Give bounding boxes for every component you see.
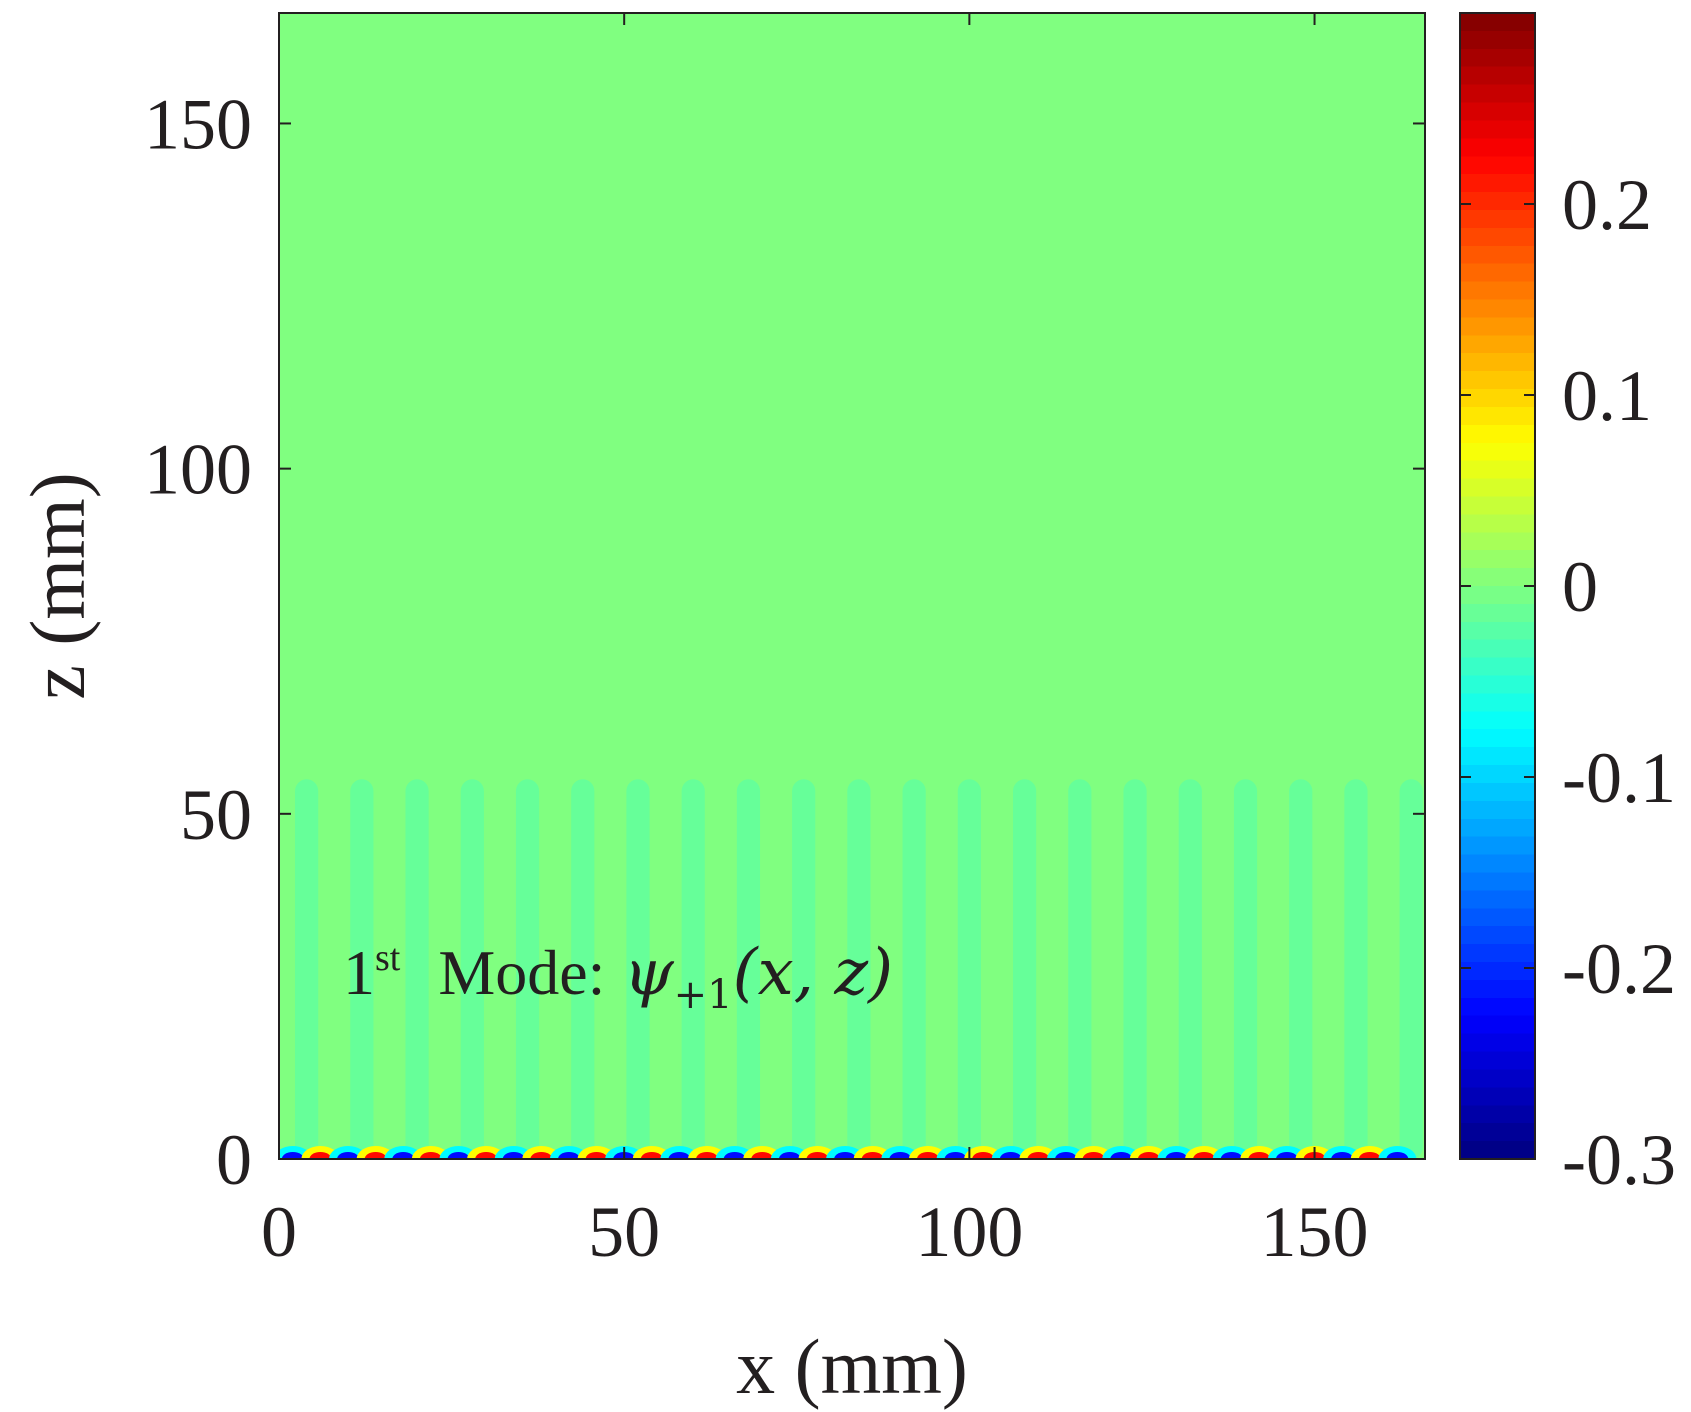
field-column: [571, 779, 595, 1159]
plot-area: [279, 13, 1425, 1159]
surface-cell: [778, 1152, 801, 1159]
colorbar-fill: [1459, 12, 1536, 1160]
field-column: [902, 779, 926, 1159]
surface-cell: [364, 1152, 387, 1159]
colorbar-tick-label: -0.3: [1562, 1120, 1676, 1200]
x-tick-label: 150: [1261, 1192, 1369, 1272]
surface-cell: [557, 1152, 580, 1159]
plot-frame: [278, 12, 1426, 1160]
field-column: [1233, 779, 1258, 1159]
field-column: [1012, 779, 1037, 1159]
field-column: [792, 779, 816, 1159]
field-column: [295, 779, 319, 1159]
annotation-label: Mode:: [438, 937, 605, 1008]
surface-cell: [337, 1152, 360, 1159]
surface-cell: [696, 1152, 719, 1159]
y-axis-label: z (mm): [14, 472, 101, 699]
surface-cell: [861, 1152, 884, 1159]
surface-cell: [1220, 1152, 1243, 1159]
surface-cell: [1165, 1152, 1188, 1159]
field-column: [1289, 779, 1313, 1159]
surface-cell: [889, 1152, 912, 1159]
surface-cell: [1331, 1152, 1354, 1159]
surface-cell: [475, 1152, 498, 1159]
surface-cell: [419, 1152, 442, 1159]
field-column: [681, 779, 705, 1159]
field-column: [1178, 779, 1202, 1159]
surface-cell: [1358, 1152, 1381, 1159]
field-column: [1123, 779, 1147, 1159]
surface-cell: [447, 1152, 470, 1159]
field-column: [736, 779, 761, 1159]
y-tick-label: 0: [216, 1120, 252, 1200]
x-tick-label: 0: [261, 1192, 297, 1272]
surface-cell: [1110, 1152, 1133, 1159]
surface-cell: [972, 1152, 995, 1159]
surface-cell: [1137, 1152, 1160, 1159]
y-tick-label: 150: [144, 84, 252, 164]
annotation-superscript: st: [375, 937, 401, 979]
field-column: [1068, 779, 1092, 1159]
annotation-prefix: 1: [343, 937, 375, 1008]
colorbar-tick-label: 0: [1562, 547, 1598, 627]
surface-cell: [502, 1152, 525, 1159]
annotation-args: (x, z): [733, 936, 893, 1010]
surface-cell: [723, 1152, 746, 1159]
surface-cell: [585, 1152, 608, 1159]
field-column: [626, 779, 650, 1159]
colorbar-ticks: -0.3 -0.2 -0.1 0 0.1 0.2: [1460, 165, 1676, 1200]
surface-cell: [1248, 1152, 1271, 1159]
field-columns: [295, 779, 1423, 1159]
surface-cell: [309, 1152, 332, 1159]
field-column: [515, 779, 540, 1159]
surface-cell: [1193, 1152, 1216, 1159]
surface-cell: [1386, 1152, 1409, 1159]
x-axis-ticks: 0 50 100 150: [261, 13, 1369, 1272]
annotation-subscript: +1: [674, 972, 733, 1018]
surface-cell: [530, 1152, 553, 1159]
surface-cell: [834, 1152, 857, 1159]
surface-cell: [1082, 1152, 1105, 1159]
y-tick-label: 100: [144, 430, 252, 510]
colorbar-tick-label: -0.1: [1562, 738, 1676, 818]
y-tick-label: 50: [180, 775, 252, 855]
field-column: [957, 779, 981, 1159]
surface-cell: [751, 1152, 774, 1159]
mode-annotation: 1st Mode: ψ+1(x, z): [343, 936, 893, 1018]
x-axis-label: x (mm): [736, 1323, 968, 1410]
x-tick-label: 100: [915, 1192, 1023, 1272]
field-column: [350, 779, 374, 1159]
colorbar-tick-label: 0.1: [1562, 356, 1652, 436]
surface-cell: [281, 1152, 304, 1159]
field-column: [405, 779, 429, 1159]
field-column: [1399, 779, 1423, 1159]
colorbar-tick-label: -0.2: [1562, 929, 1676, 1009]
surface-cell: [806, 1152, 829, 1159]
y-axis-ticks: 0 50 100 150: [144, 84, 1425, 1200]
surface-cell: [1027, 1152, 1050, 1159]
x-tick-label: 50: [588, 1192, 660, 1272]
surface-cell: [944, 1152, 967, 1159]
surface-cell: [392, 1152, 415, 1159]
field-column: [847, 779, 871, 1159]
surface-cell: [640, 1152, 663, 1159]
surface-cell: [999, 1152, 1022, 1159]
annotation-symbol: ψ: [623, 936, 674, 1010]
colorbar-tick-label: 0.2: [1562, 165, 1652, 245]
colorbar: -0.3 -0.2 -0.1 0 0.1 0.2: [1459, 12, 1676, 1200]
field-column: [460, 779, 484, 1159]
surface-cell: [668, 1152, 691, 1159]
surface-cell: [1275, 1152, 1298, 1159]
surface-cell: [1055, 1152, 1078, 1159]
field-column: [1344, 779, 1368, 1159]
surface-cell: [916, 1152, 939, 1159]
